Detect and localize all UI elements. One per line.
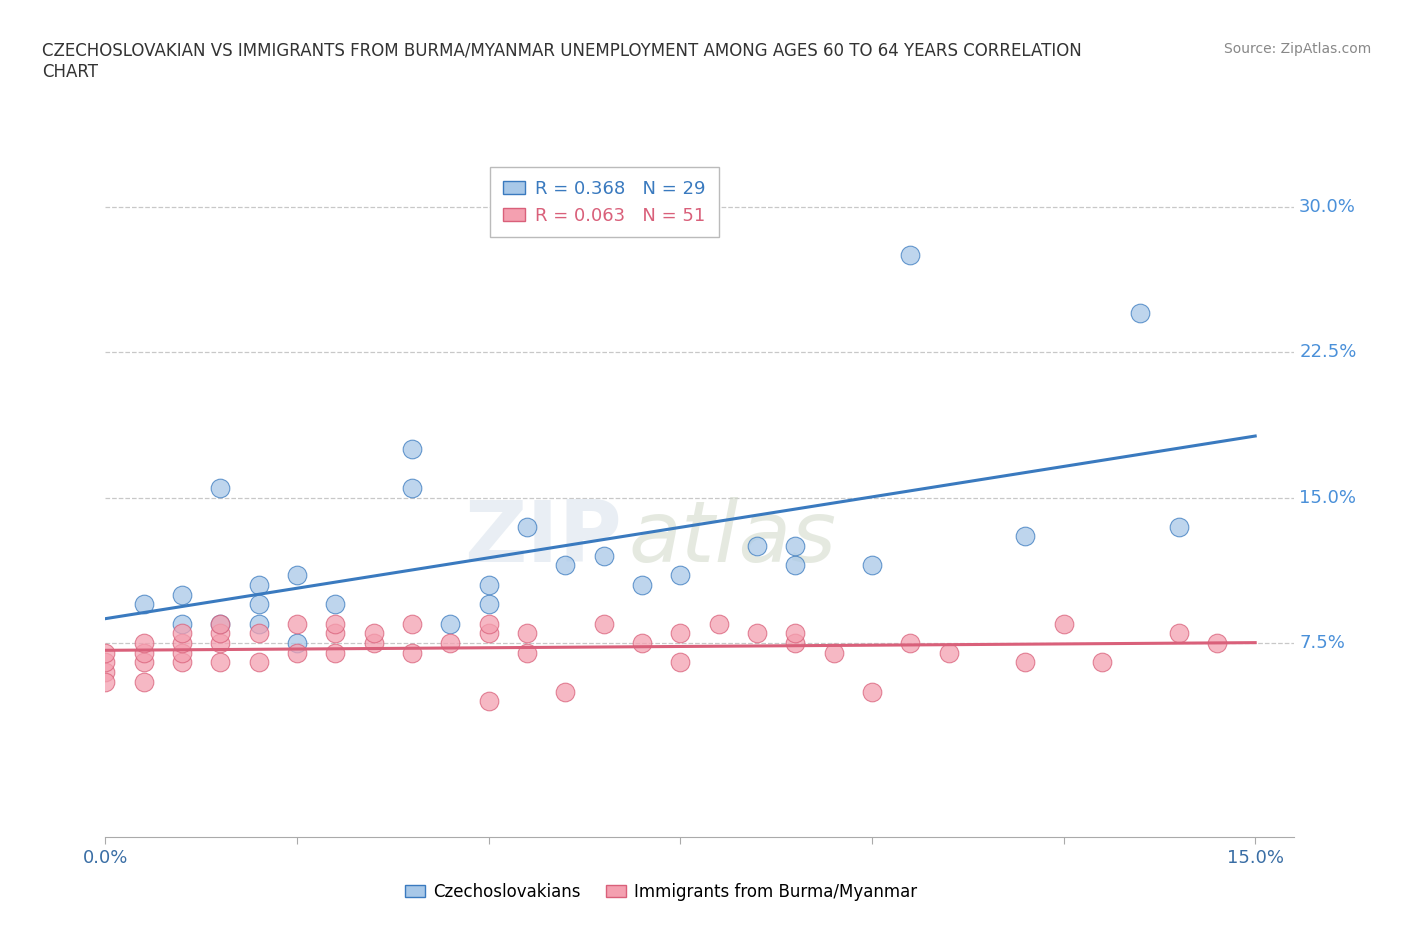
Point [478, 617, 501, 631]
Point [132, 674, 155, 689]
Point [172, 587, 194, 602]
Point [401, 481, 423, 496]
Point [1167, 626, 1189, 641]
Point [247, 617, 270, 631]
Point [209, 626, 232, 641]
Point [325, 617, 347, 631]
Point [823, 645, 845, 660]
Point [285, 617, 308, 631]
Point [898, 247, 921, 262]
Point [669, 567, 692, 582]
Point [247, 597, 270, 612]
Point [785, 635, 807, 650]
Point [1014, 529, 1036, 544]
Point [401, 617, 423, 631]
Point [325, 597, 347, 612]
Point [745, 626, 768, 641]
Point [132, 597, 155, 612]
Point [172, 626, 194, 641]
Point [785, 538, 807, 553]
Point [516, 645, 538, 660]
Legend: Czechoslovakians, Immigrants from Burma/Myanmar: Czechoslovakians, Immigrants from Burma/… [398, 876, 924, 908]
Point [325, 645, 347, 660]
Point [516, 519, 538, 534]
Point [172, 655, 194, 670]
Point [132, 655, 155, 670]
Point [132, 645, 155, 660]
Text: CZECHOSLOVAKIAN VS IMMIGRANTS FROM BURMA/MYANMAR UNEMPLOYMENT AMONG AGES 60 TO 6: CZECHOSLOVAKIAN VS IMMIGRANTS FROM BURMA… [42, 42, 1083, 81]
Point [325, 626, 347, 641]
Point [554, 558, 576, 573]
Point [669, 655, 692, 670]
Point [247, 626, 270, 641]
Point [478, 578, 501, 592]
Point [209, 635, 232, 650]
Point [860, 558, 883, 573]
Point [247, 578, 270, 592]
Point [898, 635, 921, 650]
Point [1167, 519, 1189, 534]
Point [1014, 655, 1036, 670]
Point [669, 626, 692, 641]
Point [1091, 655, 1114, 670]
Point [439, 617, 461, 631]
Point [94, 655, 117, 670]
Text: ZIP: ZIP [464, 497, 623, 579]
Point [172, 645, 194, 660]
Point [285, 645, 308, 660]
Point [785, 626, 807, 641]
Point [209, 481, 232, 496]
Point [94, 665, 117, 680]
Point [592, 549, 614, 564]
Point [631, 578, 654, 592]
Point [94, 645, 117, 660]
Point [401, 645, 423, 660]
Point [1129, 306, 1152, 321]
Point [247, 655, 270, 670]
Point [478, 597, 501, 612]
Point [745, 538, 768, 553]
Point [938, 645, 960, 660]
Point [1052, 617, 1074, 631]
Point [363, 635, 385, 650]
Point [1205, 635, 1227, 650]
Point [478, 694, 501, 709]
Point [439, 635, 461, 650]
Point [401, 442, 423, 457]
Point [209, 617, 232, 631]
Point [554, 684, 576, 699]
Point [631, 635, 654, 650]
Point [172, 635, 194, 650]
Text: Source: ZipAtlas.com: Source: ZipAtlas.com [1223, 42, 1371, 56]
Point [516, 626, 538, 641]
Point [707, 617, 730, 631]
Point [172, 617, 194, 631]
Point [209, 655, 232, 670]
Point [132, 635, 155, 650]
Point [363, 626, 385, 641]
Point [785, 558, 807, 573]
Text: 15.0%: 15.0% [1299, 488, 1357, 507]
Point [285, 635, 308, 650]
Text: 7.5%: 7.5% [1299, 634, 1346, 652]
Point [285, 567, 308, 582]
Point [94, 674, 117, 689]
Legend: R = 0.368   N = 29, R = 0.063   N = 51: R = 0.368 N = 29, R = 0.063 N = 51 [491, 167, 718, 237]
Point [592, 617, 614, 631]
Text: 22.5%: 22.5% [1299, 343, 1357, 361]
Text: atlas: atlas [628, 497, 837, 579]
Point [478, 626, 501, 641]
Text: 30.0%: 30.0% [1299, 197, 1355, 216]
Point [860, 684, 883, 699]
Point [209, 617, 232, 631]
